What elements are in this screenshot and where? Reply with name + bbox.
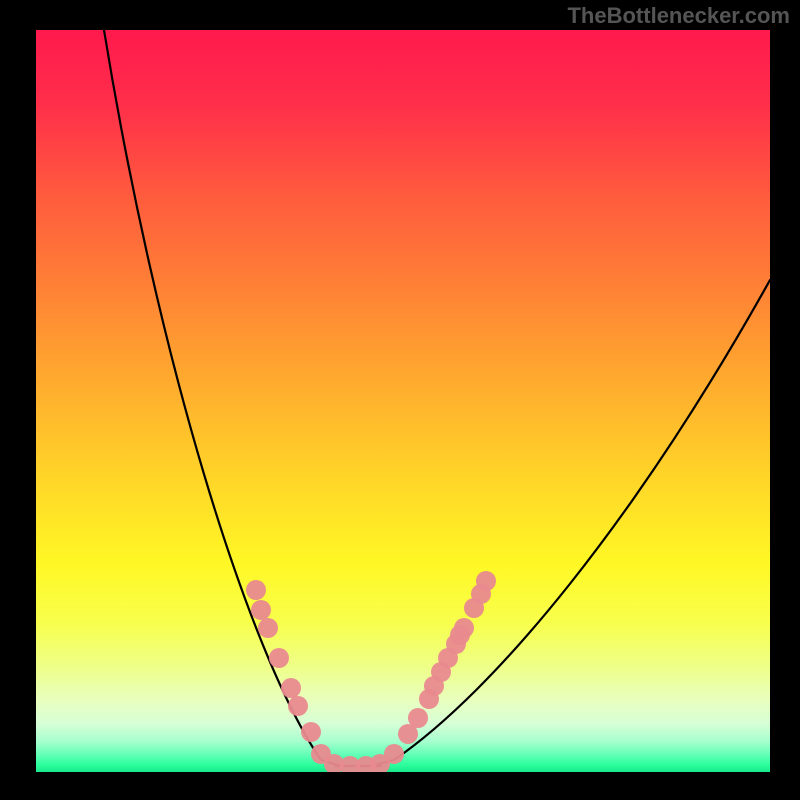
data-marker <box>288 696 308 716</box>
data-marker <box>384 744 404 764</box>
data-marker <box>454 618 474 638</box>
plot-area <box>36 30 770 772</box>
chart-container: TheBottlenecker.com <box>0 0 800 800</box>
data-marker <box>476 571 496 591</box>
data-marker <box>269 648 289 668</box>
frame-left <box>0 0 36 800</box>
watermark-text: TheBottlenecker.com <box>567 3 790 29</box>
data-marker <box>301 722 321 742</box>
frame-bottom <box>0 772 800 800</box>
frame-right <box>770 0 800 800</box>
data-marker <box>408 708 428 728</box>
gradient-background <box>36 30 770 772</box>
data-marker <box>258 618 278 638</box>
data-marker <box>246 580 266 600</box>
data-marker <box>281 678 301 698</box>
data-marker <box>251 600 271 620</box>
